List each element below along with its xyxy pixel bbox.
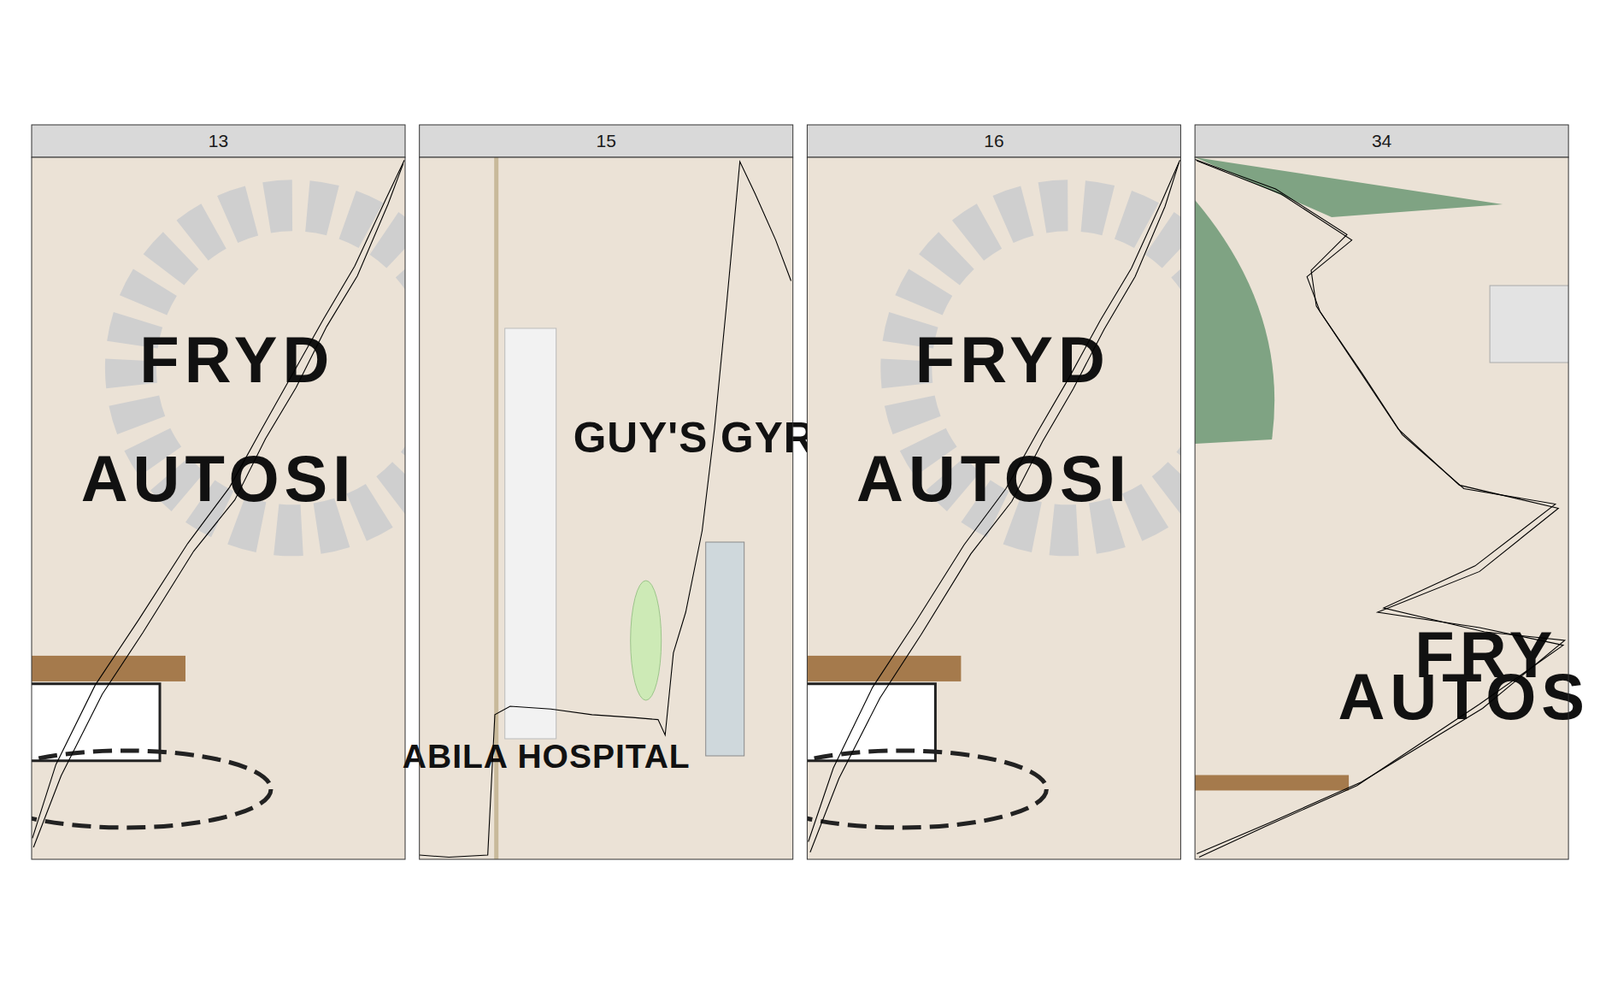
track-line <box>808 159 1181 842</box>
map-label: FRYD <box>915 323 1111 396</box>
map-label: ABILA HOSPITAL <box>402 737 691 775</box>
tracks <box>419 161 792 858</box>
strip-label: 34 <box>1371 130 1393 151</box>
panel: 13 FRYD AUTOSI <box>0 124 456 859</box>
panel: 15GUY'S GYROSABILA HOSPITAL <box>402 124 878 859</box>
cup-icon <box>806 683 936 761</box>
panel-frame <box>419 157 794 859</box>
map-label: AUTOSI <box>81 441 357 515</box>
strip <box>31 124 406 158</box>
map-label: AUTOS <box>1337 659 1590 733</box>
figure: 13FRYDAUTOSI15GUY'S GYROSABILA HOSPITAL1… <box>0 0 1600 985</box>
track-line <box>32 159 405 838</box>
building-icon <box>1489 285 1569 363</box>
panel: 34FRYAUTOS <box>1186 124 1590 859</box>
map-ground <box>1194 157 1569 859</box>
tracks <box>1194 158 1565 857</box>
track-line <box>419 161 792 858</box>
map-label: FRYD <box>139 323 335 396</box>
strip-label: 16 <box>983 130 1004 151</box>
panel-frame <box>806 157 1181 859</box>
track-line <box>1196 160 1565 853</box>
shop-icon <box>630 580 662 700</box>
map-background <box>31 157 406 859</box>
saucer-icon <box>806 750 1047 828</box>
map-background <box>806 157 1181 859</box>
tracks <box>32 159 405 848</box>
building-icon <box>505 328 557 739</box>
strip <box>1194 124 1569 158</box>
cup-icon <box>31 655 186 682</box>
track-line <box>1194 158 1564 857</box>
cup-icon <box>806 655 961 682</box>
panel: 16FRYDAUTOSI <box>755 124 1231 859</box>
strip <box>806 124 1181 158</box>
strip-label: 15 <box>596 130 617 151</box>
cup-icon <box>31 683 160 761</box>
track-line <box>33 163 404 848</box>
panel-frame <box>1194 157 1569 859</box>
strip <box>419 124 794 158</box>
park <box>1194 200 1275 444</box>
strip-label: 13 <box>208 130 229 151</box>
building-icon <box>705 541 745 756</box>
panel-frame <box>31 157 406 859</box>
map-background <box>1194 157 1569 859</box>
tracks <box>808 159 1181 853</box>
cup-icon <box>1194 774 1349 790</box>
park <box>1194 157 1503 218</box>
track-line <box>810 163 1179 853</box>
